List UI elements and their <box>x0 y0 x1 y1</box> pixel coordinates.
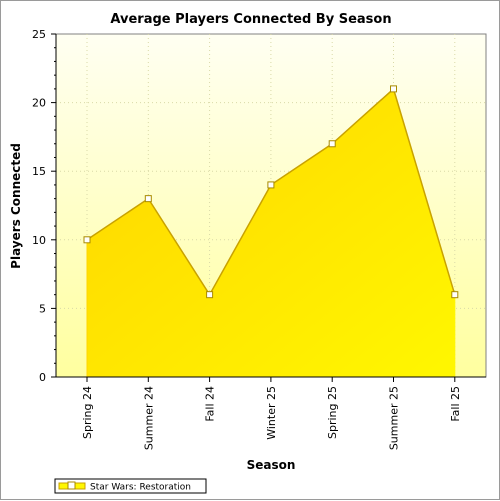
x-tick-label: Fall 24 <box>204 386 217 422</box>
chart-title: Average Players Connected By Season <box>110 12 391 27</box>
x-tick-label: Winter 25 <box>265 386 278 440</box>
data-point-marker <box>267 181 275 189</box>
x-tick-label: Summer 25 <box>388 386 401 450</box>
x-tick-label: Summer 24 <box>142 386 155 450</box>
y-tick-label: 0 <box>39 371 46 384</box>
legend-label: Star Wars: Restoration <box>90 483 191 493</box>
legend-marker <box>67 481 76 490</box>
data-point-marker <box>390 85 397 93</box>
legend-box <box>54 478 207 494</box>
data-point-marker <box>144 195 152 203</box>
y-axis-title: Players Connected <box>9 143 23 269</box>
data-point-marker <box>451 291 459 299</box>
y-tick-label: 5 <box>39 302 46 315</box>
x-tick-label: Spring 25 <box>326 386 339 439</box>
legend: Star Wars: Restoration <box>54 478 207 494</box>
x-axis-title: Season <box>247 458 296 472</box>
area-fill <box>87 88 455 377</box>
y-tick-label: 25 <box>32 28 46 41</box>
tick-labels: 0 5 10 15 20 25 Spring 24 Summer 24 Fall 24 Winte… <box>32 28 462 450</box>
data-point-marker <box>83 236 91 244</box>
x-tick-label: Spring 24 <box>81 386 94 439</box>
data-point-marker <box>328 140 336 148</box>
axes <box>51 33 486 382</box>
x-tick-label: Fall 25 <box>449 386 462 422</box>
y-tick-label: 15 <box>32 165 46 178</box>
data-point-marker <box>206 291 214 299</box>
y-tick-label: 10 <box>32 234 46 247</box>
y-tick-label: 20 <box>32 97 46 110</box>
series-markers <box>83 85 459 299</box>
